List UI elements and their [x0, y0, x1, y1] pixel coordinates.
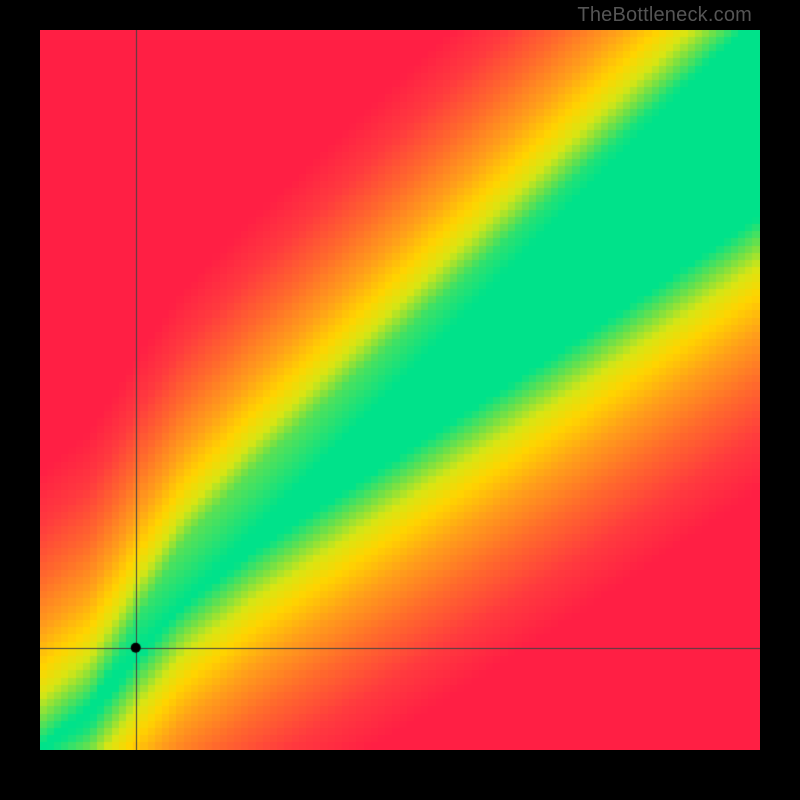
watermark-text: TheBottleneck.com [577, 4, 752, 27]
heatmap-canvas [40, 30, 760, 750]
bottleneck-heatmap [40, 30, 760, 750]
